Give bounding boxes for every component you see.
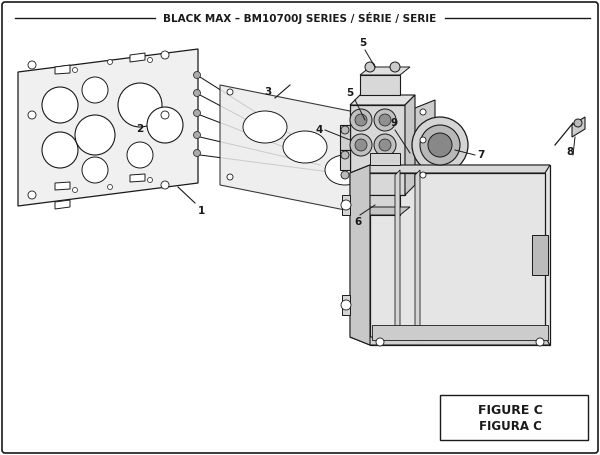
Circle shape (376, 338, 384, 346)
Circle shape (193, 131, 200, 138)
Circle shape (73, 67, 77, 72)
Circle shape (420, 137, 426, 143)
Circle shape (193, 150, 200, 157)
Polygon shape (395, 170, 400, 340)
Circle shape (148, 177, 152, 182)
Circle shape (420, 125, 460, 165)
Circle shape (357, 204, 363, 210)
Text: 2: 2 (136, 124, 143, 134)
Circle shape (161, 51, 169, 59)
Circle shape (374, 134, 396, 156)
Polygon shape (355, 207, 410, 215)
Bar (440, 395, 588, 440)
Circle shape (28, 111, 36, 119)
Text: 5: 5 (359, 38, 367, 48)
Polygon shape (405, 95, 415, 195)
Circle shape (390, 62, 400, 72)
Text: FIGURE C: FIGURE C (478, 404, 542, 416)
Polygon shape (350, 95, 415, 105)
Circle shape (341, 151, 349, 159)
Circle shape (161, 111, 169, 119)
Text: 4: 4 (316, 125, 323, 135)
Polygon shape (55, 182, 70, 190)
Polygon shape (55, 200, 70, 209)
Polygon shape (350, 105, 405, 195)
Circle shape (227, 89, 233, 95)
Circle shape (161, 181, 169, 189)
Polygon shape (350, 337, 550, 345)
Circle shape (147, 107, 183, 143)
Circle shape (42, 87, 78, 123)
Circle shape (193, 110, 200, 116)
Circle shape (118, 83, 162, 127)
Circle shape (350, 134, 372, 156)
Polygon shape (355, 195, 400, 215)
Circle shape (350, 109, 372, 131)
Polygon shape (410, 100, 435, 190)
Polygon shape (370, 165, 550, 345)
Polygon shape (350, 165, 550, 173)
Text: 7: 7 (477, 150, 484, 160)
Circle shape (355, 139, 367, 151)
Circle shape (28, 191, 36, 199)
Text: 9: 9 (391, 118, 398, 128)
Text: 6: 6 (355, 217, 362, 227)
Circle shape (341, 300, 351, 310)
Polygon shape (130, 174, 145, 182)
Circle shape (574, 119, 582, 127)
Text: 8: 8 (566, 147, 574, 157)
Polygon shape (130, 53, 145, 62)
Circle shape (148, 57, 152, 62)
Circle shape (127, 142, 153, 168)
Circle shape (73, 187, 77, 192)
Circle shape (412, 117, 468, 173)
Circle shape (357, 117, 363, 123)
Circle shape (193, 71, 200, 79)
Circle shape (420, 172, 426, 178)
Text: 5: 5 (346, 88, 353, 98)
Circle shape (107, 184, 113, 189)
Circle shape (379, 114, 391, 126)
Polygon shape (342, 195, 350, 215)
Circle shape (193, 90, 200, 96)
Circle shape (365, 62, 375, 72)
Polygon shape (360, 75, 400, 95)
Circle shape (42, 132, 78, 168)
Polygon shape (342, 295, 350, 315)
Polygon shape (220, 85, 370, 215)
Polygon shape (415, 170, 420, 340)
Bar (532, 235, 548, 275)
Circle shape (355, 114, 367, 126)
Text: FIGURA C: FIGURA C (479, 420, 541, 434)
Polygon shape (572, 117, 585, 137)
Circle shape (75, 115, 115, 155)
Polygon shape (340, 150, 350, 170)
Polygon shape (18, 49, 198, 206)
Ellipse shape (325, 155, 365, 185)
Text: BLACK MAX – BM10700J SERIES / SÉRIE / SERIE: BLACK MAX – BM10700J SERIES / SÉRIE / SE… (163, 12, 437, 24)
Circle shape (227, 174, 233, 180)
Circle shape (420, 109, 426, 115)
Circle shape (374, 109, 396, 131)
Polygon shape (372, 325, 548, 340)
Circle shape (341, 200, 351, 210)
Text: 1: 1 (198, 206, 205, 216)
Ellipse shape (243, 111, 287, 143)
Ellipse shape (283, 131, 327, 163)
Polygon shape (360, 67, 410, 75)
Polygon shape (350, 165, 370, 345)
Polygon shape (55, 65, 70, 74)
Polygon shape (340, 125, 350, 150)
Circle shape (82, 157, 108, 183)
Circle shape (536, 338, 544, 346)
Circle shape (28, 61, 36, 69)
Polygon shape (370, 153, 400, 165)
Text: 3: 3 (265, 87, 272, 97)
Circle shape (107, 60, 113, 65)
Circle shape (82, 77, 108, 103)
Circle shape (379, 139, 391, 151)
Circle shape (428, 133, 452, 157)
Circle shape (341, 171, 349, 179)
Circle shape (341, 126, 349, 134)
